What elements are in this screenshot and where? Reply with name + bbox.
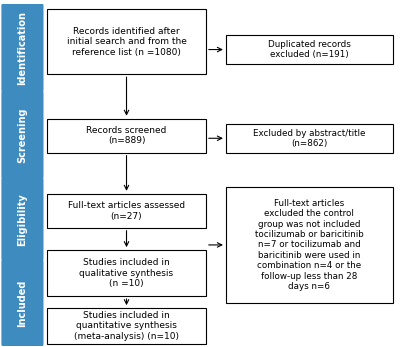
FancyBboxPatch shape bbox=[47, 194, 206, 228]
FancyBboxPatch shape bbox=[47, 250, 206, 296]
Text: Excluded by abstract/title
(n=862): Excluded by abstract/title (n=862) bbox=[253, 129, 366, 148]
Text: Identification: Identification bbox=[18, 11, 28, 85]
Text: Records identified after
initial search and from the
reference list (n =1080): Records identified after initial search … bbox=[66, 27, 186, 57]
FancyBboxPatch shape bbox=[1, 3, 44, 93]
Text: Full-text articles
excluded the control
group was not included
tocilizumab or ba: Full-text articles excluded the control … bbox=[255, 199, 364, 291]
Text: Records screened
(n=889): Records screened (n=889) bbox=[86, 126, 167, 145]
Text: Included: Included bbox=[18, 279, 28, 327]
Text: Studies included in
quantitative synthesis
(meta-analysis) (n=10): Studies included in quantitative synthes… bbox=[74, 311, 179, 341]
FancyBboxPatch shape bbox=[1, 259, 44, 347]
FancyBboxPatch shape bbox=[1, 90, 44, 180]
Text: Full-text articles assessed
(n=27): Full-text articles assessed (n=27) bbox=[68, 201, 185, 220]
FancyBboxPatch shape bbox=[1, 177, 44, 262]
FancyBboxPatch shape bbox=[226, 124, 393, 153]
FancyBboxPatch shape bbox=[226, 35, 393, 64]
FancyBboxPatch shape bbox=[47, 308, 206, 344]
Text: Duplicated records
excluded (n=191): Duplicated records excluded (n=191) bbox=[268, 40, 351, 59]
FancyBboxPatch shape bbox=[47, 9, 206, 74]
FancyBboxPatch shape bbox=[226, 187, 393, 303]
Text: Studies included in
qualitative synthesis
(n =10): Studies included in qualitative synthesi… bbox=[80, 258, 174, 288]
Text: Eligibility: Eligibility bbox=[18, 193, 28, 246]
FancyBboxPatch shape bbox=[47, 119, 206, 153]
Text: Screening: Screening bbox=[18, 107, 28, 163]
